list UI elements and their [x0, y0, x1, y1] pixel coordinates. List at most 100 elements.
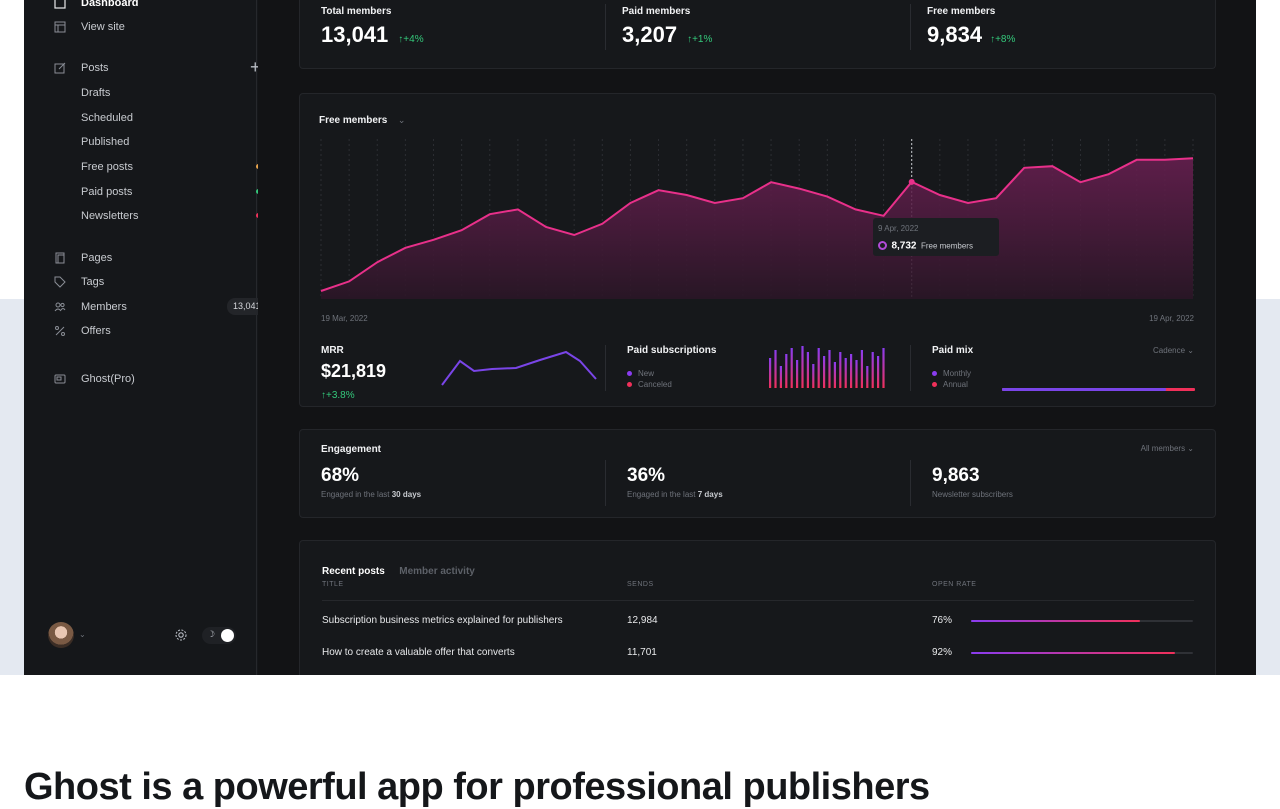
view-site-icon [54, 21, 66, 33]
engagement-desc-strong: 30 days [392, 490, 421, 499]
legend-new: New [638, 369, 654, 378]
paid-mix-monthly-fill [1002, 388, 1166, 391]
post-sends: 12,984 [627, 615, 658, 626]
legend-canceled: Canceled [638, 380, 672, 389]
theme-toggle[interactable]: ☽ [202, 627, 236, 644]
column-header-sends: SENDS [627, 581, 654, 588]
subscription-bar [769, 358, 771, 388]
sidebar-item-label: Members [81, 301, 127, 313]
sidebar-item-label: Dashboard [81, 0, 138, 9]
chart-tooltip: 9 Apr, 2022 8,732 Free members [873, 218, 999, 256]
post-title: Subscription business metrics explained … [322, 615, 563, 626]
subscription-bar [877, 356, 879, 388]
tab-member-activity[interactable]: Member activity [399, 566, 475, 577]
stat-total-members: Total members 13,041↑+4% [321, 6, 424, 48]
members-icon [54, 301, 66, 313]
chart-selector[interactable]: Free members ⌄ [319, 110, 405, 128]
cadence-selector[interactable]: Cadence ⌄ [1153, 346, 1194, 355]
audience-label: All members [1141, 444, 1185, 453]
stats-card: Total members 13,041↑+4% Paid members 3,… [299, 0, 1216, 69]
column-header-open-rate: OPEN RATE [932, 581, 976, 588]
chart-end-date: 19 Apr, 2022 [1149, 314, 1194, 323]
tooltip-date: 9 Apr, 2022 [878, 224, 994, 233]
subscription-bar [774, 350, 776, 388]
percent-icon [54, 325, 66, 337]
mrr-label: MRR [321, 345, 386, 356]
members-area-chart[interactable] [300, 134, 1217, 354]
table-header-divider [322, 600, 1194, 601]
tooltip-marker-icon [878, 241, 887, 250]
subscription-bar [823, 356, 825, 388]
sidebar-item-label: Scheduled [81, 112, 133, 124]
engagement-desc-strong: 7 days [698, 490, 723, 499]
app-window: Dashboard View site Posts + Drafts Sched… [24, 0, 1256, 675]
chevron-down-icon[interactable]: ⌄ [79, 630, 86, 639]
subscription-bar [807, 352, 809, 388]
sidebar-item-label: Newsletters [81, 210, 138, 222]
stat-label: Free members [927, 6, 1015, 17]
mrr-sparkline [440, 347, 600, 387]
table-row[interactable]: Subscription business metrics explained … [322, 609, 1194, 633]
open-rate-fill [971, 652, 1175, 654]
subscription-bar [796, 360, 798, 388]
stat-label: Total members [321, 6, 424, 17]
subscription-bar [839, 352, 841, 388]
sidebar-item-label: View site [81, 21, 125, 33]
open-rate-fill [971, 620, 1140, 622]
open-rate-bar [971, 620, 1193, 622]
engagement-desc: Newsletter subscribers [932, 490, 1013, 499]
subscription-bar [855, 360, 857, 388]
sidebar-item-label: Ghost(Pro) [81, 373, 135, 385]
subscription-bar [780, 366, 782, 388]
subscription-bar [861, 350, 863, 388]
chart-start-date: 19 Mar, 2022 [321, 314, 368, 323]
pencil-icon [54, 62, 66, 74]
paid-mix-label: Paid mix [932, 345, 973, 356]
paid-subscriptions-block: Paid subscriptions New Canceled [627, 345, 716, 389]
engagement-stat-newsletter: 9,863 Newsletter subscribers [932, 465, 1013, 499]
mrr-value: $21,819 [321, 361, 386, 382]
post-open-rate: 92% [932, 647, 952, 658]
sidebar-item-label: Free posts [81, 161, 133, 173]
engagement-card: Engagement All members ⌄ 68% Engaged in … [299, 429, 1216, 518]
subscription-bar [882, 348, 884, 388]
open-rate-bar [971, 652, 1193, 654]
engagement-stat-30d: 68% Engaged in the last 30 days [321, 465, 421, 499]
stat-paid-members: Paid members 3,207↑+1% [622, 6, 712, 48]
chart-card: Free members ⌄ 9 Apr, 2022 [299, 93, 1216, 407]
engagement-value: 68% [321, 465, 421, 487]
divider [910, 345, 911, 391]
sidebar-item-label: Paid posts [81, 186, 132, 198]
subscription-bar [828, 350, 830, 388]
audience-selector[interactable]: All members ⌄ [1141, 444, 1194, 453]
stat-delta: +8% [995, 34, 1015, 45]
paid-mix-bar [1002, 388, 1195, 391]
paid-subscriptions-label: Paid subscriptions [627, 345, 716, 356]
sidebar-item-label: Tags [81, 276, 104, 288]
legend-dot [627, 382, 632, 387]
legend-dot [932, 382, 937, 387]
table-row[interactable]: How to create a valuable offer that conv… [322, 641, 1194, 665]
divider [605, 4, 606, 50]
stat-value: 13,041 [321, 22, 388, 47]
sidebar: Dashboard View site Posts + Drafts Sched… [24, 0, 257, 675]
avatar[interactable] [48, 622, 74, 648]
sidebar-item-label: Posts [81, 62, 109, 74]
gear-icon[interactable] [174, 628, 188, 642]
subscription-bar [872, 352, 874, 388]
main-content: Total members 13,041↑+4% Paid members 3,… [258, 0, 1256, 675]
engagement-value: 9,863 [932, 465, 1013, 487]
sidebar-item-label: Published [81, 136, 129, 148]
divider [910, 4, 911, 50]
subscription-bar [850, 354, 852, 388]
tooltip-value: 8,732 [891, 240, 916, 251]
divider [910, 460, 911, 506]
tooltip-label: Free members [921, 241, 973, 250]
stat-free-members: Free members 9,834↑+8% [927, 6, 1015, 48]
engagement-value: 36% [627, 465, 723, 487]
paid-subscriptions-bars [765, 344, 895, 389]
tab-recent-posts[interactable]: Recent posts [322, 566, 385, 577]
cadence-label: Cadence [1153, 346, 1185, 355]
stat-label: Paid members [622, 6, 712, 17]
divider [605, 345, 606, 391]
